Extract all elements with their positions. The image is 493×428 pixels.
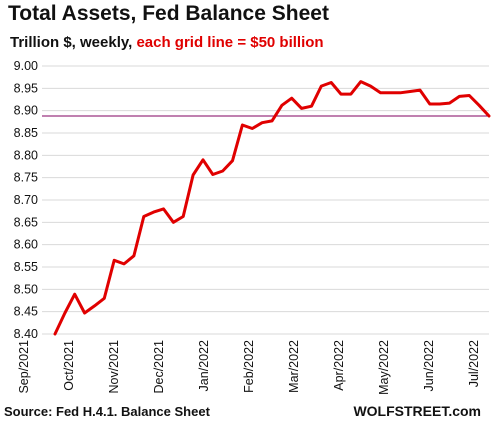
series-group [53, 80, 491, 336]
y-tick-label: 8.70 [14, 193, 38, 207]
y-tick-label: 8.85 [14, 126, 38, 140]
x-tick-label: Oct/2021 [62, 340, 76, 391]
y-tick-label: 8.55 [14, 260, 38, 274]
x-tick-label: Sep/2021 [17, 340, 31, 394]
chart-title: Total Assets, Fed Balance Sheet [8, 2, 329, 25]
subtitle-grid-note: each grid line = $50 billion [136, 34, 324, 51]
x-tick-label: Mar/2022 [287, 340, 301, 393]
x-tick-label: Jul/2022 [467, 340, 481, 387]
y-tick-label: 8.80 [14, 148, 38, 162]
y-axis-ticks: 8.40 8.45 8.50 8.55 8.60 8.65 8.70 8.75 8.80 8.85… [14, 59, 38, 341]
y-tick-label: 8.50 [14, 282, 38, 296]
subtitle-units: Trillion $, weekly, [10, 34, 137, 51]
x-tick-label: Jun/2022 [422, 340, 436, 391]
y-tick-label: 9.00 [14, 59, 38, 73]
x-tick-label: Feb/2022 [242, 340, 256, 393]
grid-lines [42, 65, 489, 335]
source-note: Source: Fed H.4.1. Balance Sheet [4, 404, 210, 419]
series-line [53, 80, 491, 336]
y-tick-label: 8.45 [14, 305, 38, 319]
y-tick-label: 8.60 [14, 238, 38, 252]
y-tick-label: 8.40 [14, 327, 38, 341]
y-tick-label: 8.95 [14, 81, 38, 95]
x-tick-label: Nov/2021 [107, 340, 121, 394]
x-tick-label: May/2022 [377, 340, 391, 395]
x-tick-label: Dec/2021 [152, 340, 166, 394]
brand-label: WOLFSTREET.com [353, 403, 481, 419]
x-tick-label: Apr/2022 [332, 340, 346, 391]
y-tick-label: 8.75 [14, 171, 38, 185]
chart-subtitle: Trillion $, weekly, each grid line = $50… [10, 34, 324, 51]
y-tick-label: 8.65 [14, 215, 38, 229]
x-axis-ticks: Sep/2021 Oct/2021 Nov/2021 Dec/2021 Jan/2022… [17, 340, 481, 395]
x-tick-label: Jan/2022 [197, 340, 211, 391]
y-tick-label: 8.90 [14, 104, 38, 118]
